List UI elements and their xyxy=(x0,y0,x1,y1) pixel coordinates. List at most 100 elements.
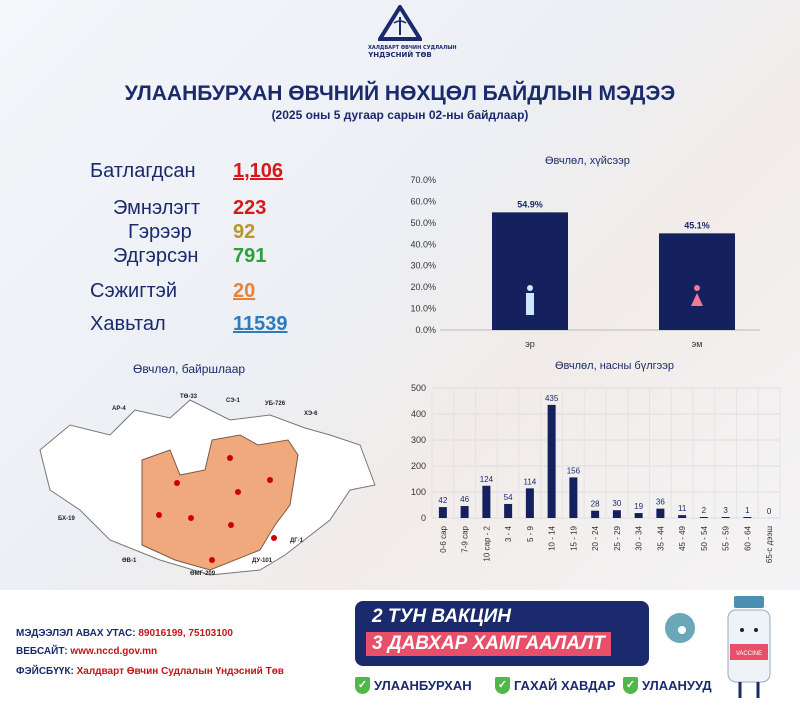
case-marker xyxy=(209,557,215,563)
logo-line2: ҮНДЭСНИЙ ТӨВ xyxy=(368,51,432,59)
map-affected-region xyxy=(141,434,299,571)
stat-value: 11539 xyxy=(233,313,288,335)
page-title: УЛААНБУРХАН ӨВЧНИЙ НӨХЦӨЛ БАЙДЛЫН МЭДЭЭ xyxy=(124,82,676,105)
y-tick-label: 0.0% xyxy=(415,325,436,335)
x-tick-label: 20 - 24 xyxy=(591,525,600,550)
y-tick-label: 0 xyxy=(421,513,426,523)
check-measles: ✓ УЛААНБУРХАН xyxy=(355,677,472,694)
phone-value: 89016199, 75103100 xyxy=(138,628,233,639)
x-tick-label: эм xyxy=(692,339,703,349)
y-tick-label: 300 xyxy=(411,435,426,445)
bar xyxy=(525,488,534,518)
region-label: ТӨ-33 xyxy=(180,394,198,400)
stat-value: 20 xyxy=(233,280,256,302)
data-label: 46 xyxy=(460,495,469,504)
y-tick-label: 60.0% xyxy=(410,196,436,206)
stat-label: Эдгэрсэн xyxy=(113,245,199,267)
region-label: ӨВ-1 xyxy=(122,558,137,564)
mongolia-map: АР-4 ТӨ-33 СЭ-1 УБ-726 ХЭ-6 БХ-19 ӨВ-1 ӨМГ-209 Д… xyxy=(39,394,376,577)
logo-triangle-icon xyxy=(376,3,424,41)
virus-icon xyxy=(665,613,695,643)
y-tick-label: 100 xyxy=(411,487,426,497)
bar xyxy=(634,513,643,518)
data-label: 0 xyxy=(767,507,772,516)
case-marker xyxy=(174,480,180,486)
y-tick-label: 70.0% xyxy=(410,175,436,185)
bar xyxy=(591,510,600,518)
bar xyxy=(438,507,447,518)
data-label: 2 xyxy=(702,506,707,515)
data-label: 156 xyxy=(567,466,581,475)
data-label: 1 xyxy=(745,506,750,515)
x-tick-label: 50 - 54 xyxy=(700,525,709,550)
stat-value: 223 xyxy=(233,197,267,219)
x-tick-label: 45 - 49 xyxy=(678,525,687,550)
bar xyxy=(721,517,730,518)
data-label: 42 xyxy=(438,496,447,505)
x-tick-label: 15 - 19 xyxy=(569,525,578,550)
gender-chart-title: Өвчлөл, хүйсээр xyxy=(545,155,630,167)
bar xyxy=(460,506,469,518)
stat-label: Сэжигтэй xyxy=(90,280,178,302)
bar xyxy=(569,477,578,518)
bar xyxy=(678,515,687,518)
age-chart-title: Өвчлөл, насны бүлгээр xyxy=(555,360,675,372)
region-label: ХЭ-6 xyxy=(304,411,318,417)
y-tick-label: 400 xyxy=(411,409,426,419)
stat-value: 1,106 xyxy=(233,160,284,182)
stat-value: 92 xyxy=(233,221,256,243)
bar xyxy=(482,485,491,518)
x-tick-label: 60 - 64 xyxy=(743,525,752,550)
data-label: 435 xyxy=(545,394,559,403)
x-tick-label: 25 - 29 xyxy=(613,525,622,550)
stat-label: Эмнэлэгт xyxy=(113,197,201,219)
facebook-line: ФЭЙСБҮҮК: Халдварт Өвчин Судлалын Үндэсн… xyxy=(16,666,284,677)
data-label: 54 xyxy=(504,493,513,502)
region-label: ДГ-1 xyxy=(290,538,304,544)
x-tick-label: 3 - 4 xyxy=(504,525,513,542)
phone-line: МЭДЭЭЛЭЛ АВАХ УТАС: 89016199, 75103100 xyxy=(16,628,233,639)
bar xyxy=(504,503,513,518)
facebook-link[interactable]: Халдварт Өвчин Судлалын Үндэсний Төв xyxy=(76,666,284,677)
stat-label: Хавьтал xyxy=(90,313,166,335)
case-marker xyxy=(227,455,233,461)
data-label: 19 xyxy=(634,502,643,511)
vaccine-vial-icon: VACCINE xyxy=(727,596,771,698)
web-link[interactable]: www.nccd.gov.mn xyxy=(70,646,158,657)
data-label: 30 xyxy=(612,499,621,508)
bar xyxy=(656,508,665,518)
x-tick-label: 55 - 59 xyxy=(722,525,731,550)
data-label: 124 xyxy=(480,475,494,484)
bar-эм xyxy=(659,233,735,330)
y-tick-label: 500 xyxy=(411,383,426,393)
bar xyxy=(699,517,708,518)
data-label: 3 xyxy=(723,506,728,515)
x-tick-label: 7-9 сар xyxy=(461,525,470,552)
shield-check-icon: ✓ xyxy=(623,677,638,694)
bar xyxy=(612,510,621,518)
stat-label: Гэрээр xyxy=(128,221,192,243)
stat-value: 791 xyxy=(233,245,267,267)
y-tick-label: 50.0% xyxy=(410,218,436,228)
bar xyxy=(547,404,556,518)
x-tick-label: 5 - 9 xyxy=(526,525,535,542)
shield-check-icon: ✓ xyxy=(355,677,370,694)
case-marker xyxy=(188,515,194,521)
web-line: ВЕБСАЙТ: www.nccd.gov.mn xyxy=(16,646,158,657)
female-icon xyxy=(691,285,703,306)
data-label: 28 xyxy=(591,500,600,509)
region-label: СЭ-1 xyxy=(226,398,241,404)
case-marker xyxy=(271,535,277,541)
logo-line1: ХАЛДВАРТ ӨВЧИН СУДЛАЛЫН xyxy=(368,45,457,51)
data-label: 36 xyxy=(656,498,665,507)
case-marker xyxy=(235,489,241,495)
case-marker xyxy=(267,477,273,483)
x-tick-label: эр xyxy=(525,339,535,349)
region-label: УБ-726 xyxy=(265,401,286,407)
region-label: БХ-19 xyxy=(58,516,76,522)
x-tick-label: 10 сар - 2 xyxy=(482,525,491,561)
data-label: 11 xyxy=(678,504,687,513)
region-label: ДУ-101 xyxy=(252,558,273,564)
page-subtitle: (2025 оны 5 дугаар сарын 02-ны байдлаар) xyxy=(271,108,529,122)
